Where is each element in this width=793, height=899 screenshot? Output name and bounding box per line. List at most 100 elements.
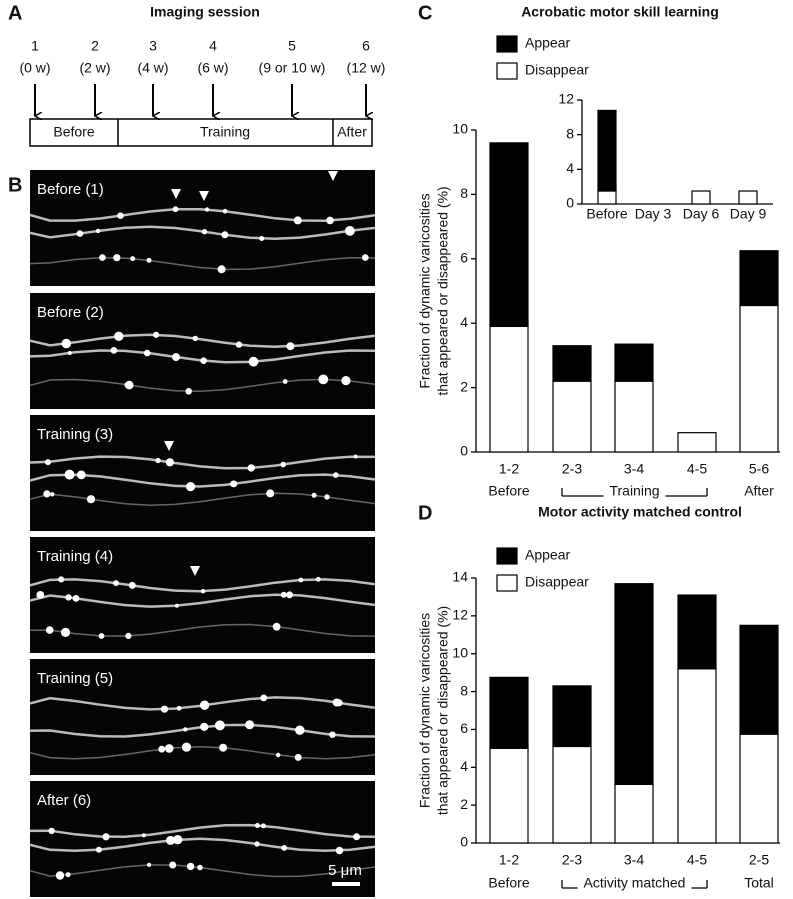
bar-segment xyxy=(552,745,592,844)
bouton xyxy=(50,492,55,497)
x-tick-label: 4-5 xyxy=(687,461,707,477)
bouton xyxy=(128,581,136,589)
bouton xyxy=(72,595,80,602)
bouton xyxy=(341,376,351,386)
y-tick-label: 4 xyxy=(460,314,468,330)
x-tick-label: 1-2 xyxy=(499,461,519,477)
session-time: (6 w) xyxy=(197,60,228,76)
y-axis-label: that appeared or disappeared (%) xyxy=(435,186,451,395)
chart-title: Acrobatic motor skill learning xyxy=(521,4,719,20)
bouton xyxy=(199,700,210,710)
bouton xyxy=(146,257,152,263)
bar-segment xyxy=(739,250,779,307)
session-number: 2 xyxy=(91,38,99,54)
bouton xyxy=(217,265,226,274)
bouton xyxy=(113,580,119,586)
bouton xyxy=(260,694,268,702)
group-label: Activity matched xyxy=(584,875,686,891)
micrograph xyxy=(30,659,375,775)
x-tick-label: 5-6 xyxy=(749,461,769,477)
image-label: Training (3) xyxy=(37,426,113,443)
panel-letter: C xyxy=(418,2,432,24)
x-tick-label: Day 3 xyxy=(635,206,672,222)
legend-swatch xyxy=(496,574,518,592)
bouton xyxy=(201,229,208,235)
bar-segment xyxy=(614,343,654,382)
bouton xyxy=(295,725,305,735)
bouton xyxy=(335,846,344,855)
bouton xyxy=(266,489,275,498)
bouton xyxy=(221,231,229,239)
y-tick-label: 0 xyxy=(566,195,574,211)
y-tick-label: 0 xyxy=(460,834,468,850)
micrograph xyxy=(30,170,375,286)
neurite xyxy=(29,207,376,222)
bouton xyxy=(245,720,255,730)
bouton xyxy=(254,823,260,828)
group-label: Training xyxy=(609,483,659,499)
bouton xyxy=(158,745,166,753)
bouton xyxy=(353,454,358,459)
bar-segment xyxy=(489,325,529,453)
bouton xyxy=(353,833,361,841)
bouton xyxy=(311,492,317,498)
y-axis-label: Fraction of dynamic varicosities xyxy=(417,193,433,388)
neurite xyxy=(29,723,376,738)
micrograph xyxy=(30,537,375,653)
bouton xyxy=(125,632,132,640)
legend-label: Appear xyxy=(525,35,570,51)
image-label: Training (4) xyxy=(37,548,113,565)
bouton xyxy=(95,228,101,234)
neurite xyxy=(29,349,376,364)
bar-segment xyxy=(738,190,758,205)
image-label: Before (2) xyxy=(37,304,104,321)
session-time: (12 w) xyxy=(347,60,386,76)
y-tick-label: 6 xyxy=(460,720,468,736)
bouton xyxy=(200,589,206,594)
session-time: (2 w) xyxy=(79,60,110,76)
image-label: Training (5) xyxy=(37,670,113,687)
session-number: 6 xyxy=(362,38,370,54)
timeline-box xyxy=(29,118,373,147)
bouton xyxy=(280,461,287,468)
y-tick-label: 12 xyxy=(558,91,574,107)
neurite xyxy=(29,837,376,853)
legend-swatch xyxy=(496,62,518,80)
bar-segment xyxy=(739,624,779,735)
bouton xyxy=(219,743,228,752)
y-tick-label: 6 xyxy=(460,250,468,266)
neurite xyxy=(29,455,376,470)
bouton xyxy=(58,576,65,583)
bouton xyxy=(141,833,146,838)
legend-label: Disappear xyxy=(525,574,589,590)
bouton xyxy=(153,331,160,338)
x-tick-label: 1-2 xyxy=(499,852,519,868)
bouton xyxy=(36,591,45,599)
bouton xyxy=(65,594,72,601)
bouton xyxy=(281,845,288,851)
y-tick-label: 8 xyxy=(460,185,468,201)
y-tick-label: 2 xyxy=(460,796,468,812)
bouton xyxy=(259,236,265,241)
bouton xyxy=(98,633,105,639)
bouton xyxy=(55,871,65,880)
neurite xyxy=(29,623,376,637)
y-tick-label: 4 xyxy=(566,160,574,176)
session-number: 5 xyxy=(288,38,296,54)
legend-label: Appear xyxy=(525,547,570,563)
bar-segment xyxy=(691,190,711,205)
arrowhead xyxy=(171,189,181,199)
bouton xyxy=(165,458,174,467)
bouton xyxy=(147,862,152,868)
bouton xyxy=(186,482,196,492)
y-axis-label: that appeared or disappeared (%) xyxy=(435,606,451,815)
bouton xyxy=(102,833,110,841)
bar-segment xyxy=(597,190,617,205)
bar-segment xyxy=(677,432,717,453)
legend-swatch xyxy=(496,547,518,565)
bar-segment xyxy=(489,676,529,749)
arrowhead xyxy=(190,566,200,576)
bouton xyxy=(280,591,287,598)
bouton xyxy=(176,705,182,711)
